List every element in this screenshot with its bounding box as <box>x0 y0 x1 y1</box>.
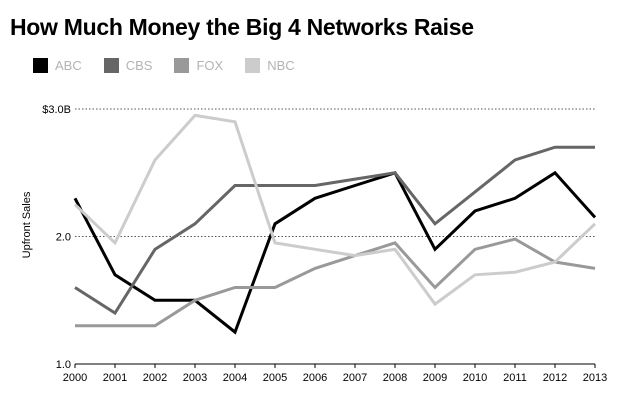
legend-swatch-abc <box>33 58 48 73</box>
y-tick-label-2: $3.0B <box>42 104 71 116</box>
legend-label-cbs: CBS <box>125 58 153 73</box>
legend: ABC CBS FOX NBC <box>33 58 317 73</box>
series-line-fox <box>75 237 596 328</box>
x-tick-label-2001: 2001 <box>103 372 127 384</box>
x-tick-label-2004: 2004 <box>223 372 247 384</box>
x-tick-label-2007: 2007 <box>343 372 367 384</box>
series-layer <box>73 113 597 335</box>
legend-swatch-cbs <box>103 58 119 73</box>
x-tick-label-2005: 2005 <box>263 372 287 384</box>
chart-title: How Much Money the Big 4 Networks Raise <box>10 14 474 40</box>
x-tick-label-2011: 2011 <box>503 372 527 384</box>
x-tick-label-2002: 2002 <box>143 372 167 384</box>
x-tick-label-2003: 2003 <box>183 372 207 384</box>
y-tick-label-1: 2.0 <box>56 232 71 244</box>
series-line-cbs <box>74 145 595 316</box>
series-line-nbc <box>73 113 597 307</box>
legend-item-fox: FOX <box>174 58 223 73</box>
x-tick-label-2006: 2006 <box>303 372 327 384</box>
legend-item-cbs: CBS <box>103 58 153 73</box>
legend-item-nbc: NBC <box>245 58 295 73</box>
grid-layer <box>75 108 595 237</box>
legend-item-abc: ABC <box>33 58 82 73</box>
axis-layer: 1.0 2.0 $3.0B 2000 2001 2002 2003 2004 2005 2006 2… <box>42 104 607 384</box>
y-tick-label-0: 1.0 <box>56 359 71 371</box>
x-tick-label-2010: 2010 <box>463 372 487 384</box>
x-tick-label-2012: 2012 <box>543 372 567 384</box>
x-tick-label-2009: 2009 <box>423 372 447 384</box>
series-line-abc <box>73 170 597 335</box>
legend-label-fox: FOX <box>196 58 224 73</box>
legend-label-abc: ABC <box>55 58 82 73</box>
x-tick-label-2013: 2013 <box>583 372 607 384</box>
x-tick-label-2008: 2008 <box>383 372 407 384</box>
legend-label-nbc: NBC <box>267 58 295 73</box>
legend-swatch-fox <box>174 58 190 73</box>
y-axis-label: Upfront Sales <box>21 191 33 258</box>
x-tick-label-2000: 2000 <box>63 372 87 384</box>
legend-swatch-nbc <box>245 58 261 73</box>
